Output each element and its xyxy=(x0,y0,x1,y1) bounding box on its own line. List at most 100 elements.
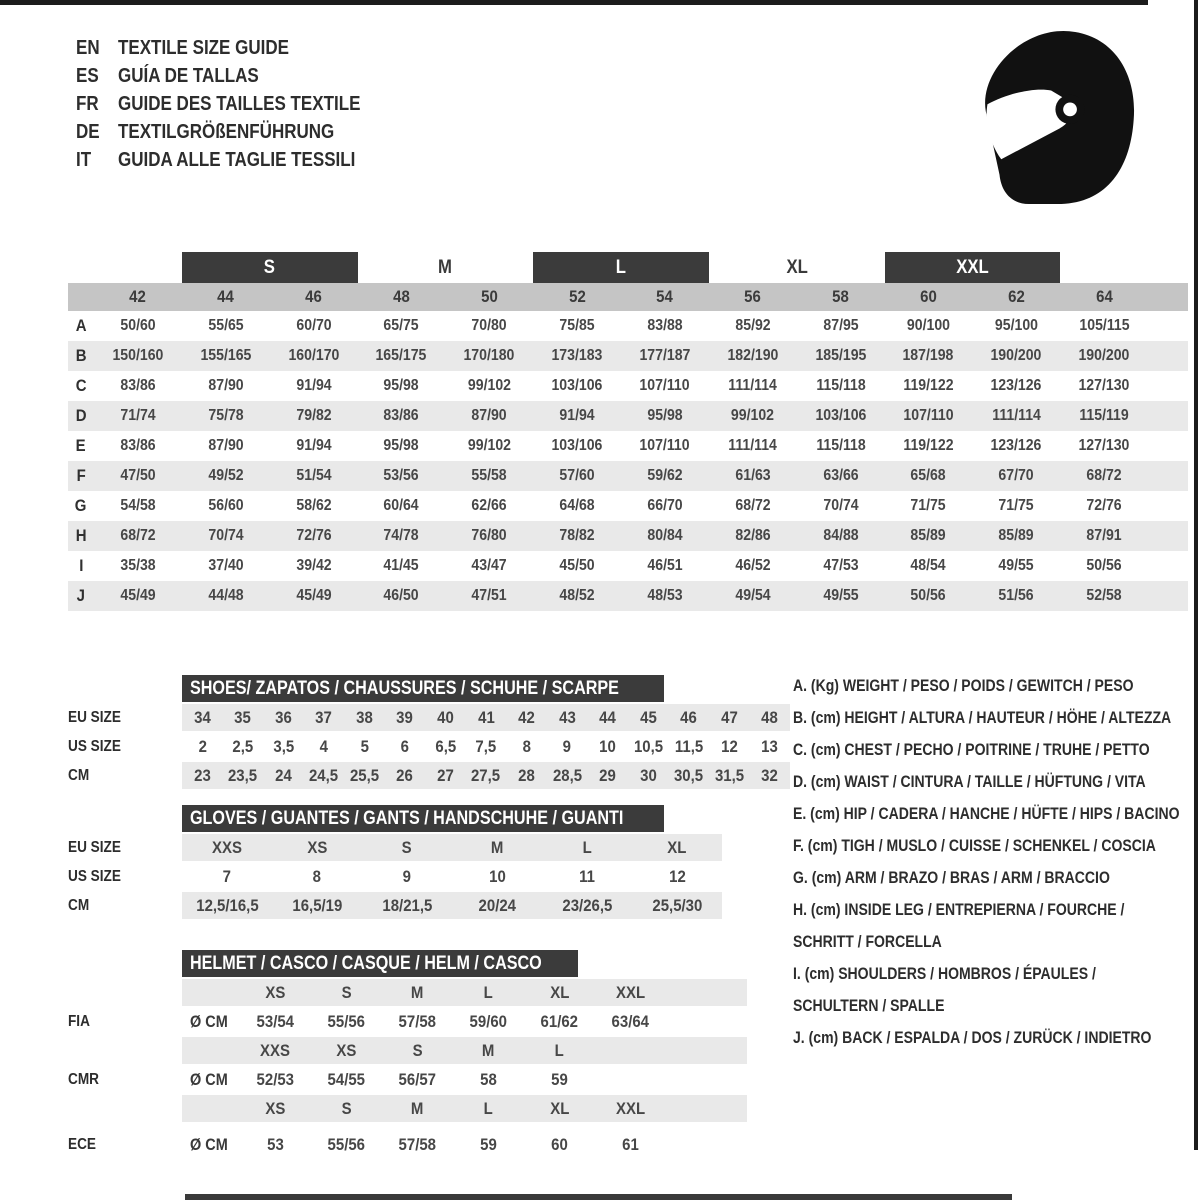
shoes-title-text: SHOES/ ZAPATOS / CHAUSSURES / SCHUHE / S… xyxy=(190,677,619,699)
value-cell: 57/60 xyxy=(533,461,621,491)
cell-text: 18/21,5 xyxy=(382,895,432,915)
shoes-row-cm: CM 23 23,5 24 24,5 25,5 26 27 27,5 28 28,5 29 30 30,5… xyxy=(68,762,790,789)
cell-text: M xyxy=(411,982,424,1002)
racing-helmet-icon xyxy=(972,24,1144,217)
cell-text: 55/56 xyxy=(327,1011,366,1031)
cell-text: 10 xyxy=(599,736,616,756)
cell-text: 51/56 xyxy=(998,587,1034,604)
value-cell: 27,5 xyxy=(466,766,507,786)
gloves-table-rows: EU SIZE XXS XS S M L XL US SIZE 7 8 9 10 11 12 CM 12,5/… xyxy=(68,834,722,919)
cell-text: XS xyxy=(336,1040,357,1060)
cell-text: 87/95 xyxy=(822,317,859,334)
value-cell: 58 xyxy=(453,1070,524,1090)
cell-text: 53 xyxy=(267,1135,284,1154)
legend-line: G. (cm) ARM / BRAZO / BRAS / ARM / BRACC… xyxy=(793,869,1110,887)
cell-text: 60/70 xyxy=(295,317,332,334)
cell-text: 59 xyxy=(551,1069,568,1089)
value-cell: 34 xyxy=(182,708,223,728)
cell-text: L xyxy=(483,1098,494,1118)
value-cell: 10,5 xyxy=(628,737,669,757)
value-cell: 39 xyxy=(385,708,426,728)
value-cell: 83/86 xyxy=(94,431,182,461)
cell-text: 48/52 xyxy=(559,587,595,604)
cell-text: 79/82 xyxy=(295,407,332,424)
row-label: C xyxy=(68,371,94,401)
value-cell: 165/175 xyxy=(358,341,446,371)
cell-text: 72/76 xyxy=(1086,497,1122,514)
value-cell: 16,5/19 xyxy=(272,896,362,916)
value-cell: 71/74 xyxy=(94,401,182,431)
value-cell: 119/122 xyxy=(885,431,973,461)
cell-text: 39 xyxy=(396,707,414,727)
cell-text: 60/64 xyxy=(383,497,420,514)
row-label: EU SIZE xyxy=(68,704,176,731)
size-cell: XXL xyxy=(595,983,666,1003)
row-label: CM xyxy=(68,892,176,919)
cell-text: 25,5/30 xyxy=(652,895,702,915)
gloves-row-us-size: US SIZE 7 8 9 10 11 12 xyxy=(68,863,722,890)
filler xyxy=(1148,431,1188,461)
value-cell: 103/106 xyxy=(533,371,621,401)
value-cell: 80/84 xyxy=(621,521,709,551)
size-group-xxl: XXL xyxy=(884,252,1061,283)
row-label: G xyxy=(68,491,94,521)
row-label: F xyxy=(68,461,94,491)
cell-text: 48 xyxy=(761,707,779,727)
filler xyxy=(1148,401,1188,431)
value-cell: 107/110 xyxy=(885,401,973,431)
cell-text: 90/100 xyxy=(906,317,950,334)
shoes-table-title: SHOES/ ZAPATOS / CHAUSSURES / SCHUHE / S… xyxy=(182,675,664,702)
cell-text: 31,5 xyxy=(714,765,744,785)
cell-text: 61 xyxy=(622,1135,639,1154)
value-cell: 28,5 xyxy=(547,766,588,786)
value-cell: 60 xyxy=(524,1135,595,1155)
cell-text: 50/56 xyxy=(910,587,947,604)
cell-text: 5 xyxy=(360,736,369,756)
cell-text: 53/54 xyxy=(256,1011,295,1031)
measurement-row-a: A 50/60 55/65 60/70 65/75 70/80 75/85 83/88 85/9… xyxy=(68,311,1188,341)
cell-text: 43 xyxy=(558,707,576,727)
value-cell: 49/55 xyxy=(972,551,1060,581)
cell-text: ECE xyxy=(68,1136,96,1153)
cell-text: 99/102 xyxy=(731,407,775,424)
value-cell: 60/70 xyxy=(270,311,358,341)
cell-text: 49/54 xyxy=(735,587,771,604)
value-cell: 91/94 xyxy=(270,371,358,401)
cell-text: M xyxy=(490,837,504,857)
value-cell: 46 xyxy=(668,708,709,728)
helmet-sizes-row-cmr: XXS XS S M L xyxy=(182,1037,747,1064)
language-line-es: ES GUÍA DE TALLAS xyxy=(76,62,403,90)
cell-text: 67/70 xyxy=(998,467,1034,484)
cell-text: 38 xyxy=(356,707,373,727)
helmet-title-text: HELMET / CASCO / CASQUE / HELM / CASCO xyxy=(190,952,542,974)
value-cell: 87/90 xyxy=(182,371,270,401)
cell-text: 60 xyxy=(920,287,937,306)
filler xyxy=(1148,581,1188,611)
cell-text: 54/58 xyxy=(120,497,156,514)
cell-text: 80/84 xyxy=(647,527,683,544)
row-label: US SIZE xyxy=(68,863,176,890)
cell-text: 37 xyxy=(315,707,333,727)
cell-text: 27 xyxy=(437,765,454,785)
filler xyxy=(1148,461,1188,491)
value-cell: 99/102 xyxy=(445,431,533,461)
value-cell: 37 xyxy=(304,708,345,728)
value-cell: 48/53 xyxy=(621,581,709,611)
cell-text: 42 xyxy=(518,707,535,727)
cell-text: 170/180 xyxy=(463,347,515,364)
cell-text: 48 xyxy=(393,287,410,306)
value-cell: 55/58 xyxy=(445,461,533,491)
cell-text: L xyxy=(483,982,494,1002)
size-number-cell: 62 xyxy=(972,283,1060,311)
size-cell: XS xyxy=(311,1041,382,1061)
size-number-cell: 46 xyxy=(270,283,358,311)
value-cell: 115/119 xyxy=(1060,401,1148,431)
filler xyxy=(1148,551,1188,581)
value-cell: 111/114 xyxy=(709,371,797,401)
cell-text: 91/94 xyxy=(295,377,332,394)
value-cell: 9 xyxy=(362,867,452,887)
cell-text: 10 xyxy=(488,866,506,886)
value-cell: 64/68 xyxy=(533,491,621,521)
guide-title: GUIDE DES TAILLES TEXTILE xyxy=(118,92,361,115)
size-cell: L xyxy=(453,1099,524,1119)
